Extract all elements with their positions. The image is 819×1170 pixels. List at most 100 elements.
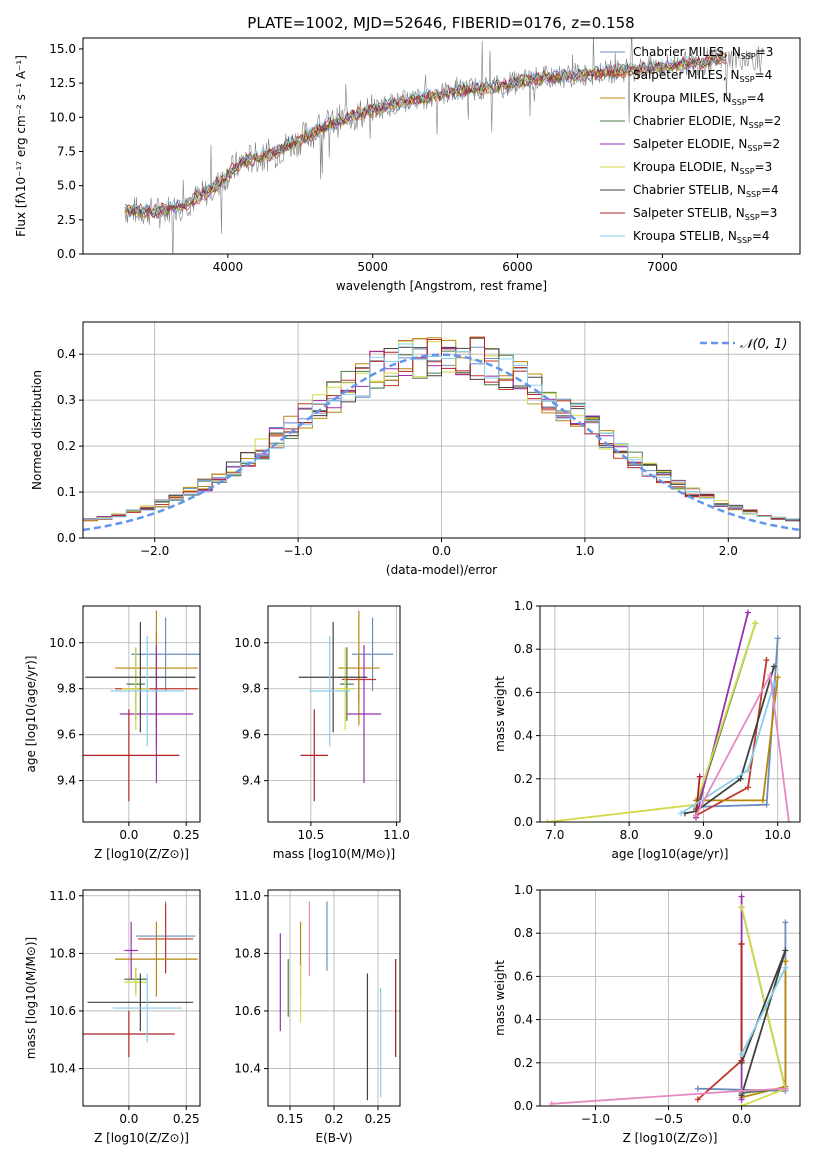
weight-marker: [763, 657, 770, 663]
y-tick-label: 5.0: [57, 179, 76, 193]
x-axis-label: E(B-V): [315, 1131, 352, 1145]
legend-entry: Kroupa STELIB, NSSP=4: [633, 229, 770, 245]
y-tick-label: 1.0: [514, 883, 533, 897]
errorbar-point: [300, 709, 328, 802]
errorbar-point: [110, 635, 184, 747]
x-tick-label: 10.5: [297, 828, 324, 842]
x-tick-label: 0.25: [173, 828, 200, 842]
weight-marker: [785, 819, 792, 822]
errorbar-point: [83, 709, 180, 802]
y-axis-label: mass [log10(M/M⊙)]: [24, 937, 38, 1059]
y-tick-label: 11.0: [234, 889, 261, 903]
x-tick-label: 4000: [213, 260, 244, 274]
plot-area: [268, 890, 400, 1106]
errorbar-point: [124, 921, 139, 980]
axes-frame: [539, 889, 801, 1107]
panel-age-vs-mass: 10.5 11.0 9.4 9.6 9.8 10.0 mass [log10(M/M⊙)]: [234, 605, 410, 861]
x-tick-label: 0.0: [119, 1112, 138, 1126]
weight-line: [740, 950, 787, 1096]
weight-marker: [678, 810, 685, 817]
weight-marker: [767, 672, 774, 679]
data-spectrum: [124, 38, 765, 254]
panel-mass-weight-vs-age: 7.0 8.0 9.0 10.0 0.0 0.2 0.4 0.6 0.8 1.0 age [log1…: [493, 599, 801, 861]
x-axis-label: wavelength [Angstrom, rest frame]: [336, 279, 547, 293]
weight-marker: [738, 1103, 745, 1106]
x-tick-label: 0.0: [119, 828, 138, 842]
legend-entry: Kroupa MILES, NSSP=4: [633, 91, 764, 107]
errorbar-point: [87, 973, 194, 1032]
errorbar-point: [138, 904, 194, 974]
weight-marker: [745, 784, 751, 791]
y-tick-label: 0.2: [514, 772, 533, 786]
y-tick-label: 0.0: [57, 531, 76, 545]
weight-line: [695, 659, 768, 817]
weight-marker: [752, 620, 759, 627]
y-tick-label: 0.0: [514, 1099, 533, 1113]
y-tick-label: 10.4: [234, 1062, 261, 1076]
y-tick-label: 2.5: [57, 213, 76, 227]
weight-marker: [694, 1096, 701, 1103]
weight-line: [740, 967, 787, 1055]
x-tick-label: 10.0: [764, 828, 791, 842]
weight-marker: [774, 635, 781, 642]
plot-area: [83, 606, 200, 822]
weight-marker: [782, 947, 789, 954]
weight-line: [697, 944, 743, 1101]
panel-mass-weight-vs-Z: −1.0 −0.5 0.0 0.0 0.2 0.4 0.6 0.8 1.0 Z [log10(Z/…: [493, 883, 801, 1145]
plot-area: [83, 322, 800, 538]
errorbar-point: [309, 635, 351, 747]
x-tick-label: 9.0: [694, 828, 713, 842]
x-tick-label: −0.5: [654, 1112, 683, 1126]
axes-frame: [539, 605, 801, 823]
errorbar-point: [346, 645, 382, 783]
y-tick-label: 0.4: [514, 729, 533, 743]
y-tick-label: 10.0: [234, 636, 261, 650]
axes-frame: [82, 605, 201, 823]
y-tick-label: 10.6: [49, 1004, 76, 1018]
legend-entry: Chabrier ELODIE, NSSP=2: [633, 114, 781, 130]
weight-marker: [782, 958, 789, 965]
y-tick-label: 9.6: [242, 728, 261, 742]
y-tick-label: 9.4: [57, 774, 76, 788]
x-tick-label: 0.2: [324, 1112, 343, 1126]
y-tick-label: 10.8: [49, 946, 76, 960]
weight-marker: [738, 1087, 745, 1094]
y-tick-label: 0.2: [57, 439, 76, 453]
x-tick-label: 1.0: [575, 544, 594, 558]
panel-age-vs-Z: 0.0 0.25 9.4 9.6 9.8 10.0 Z [log10(Z/Z⊙)] age […: [24, 605, 201, 861]
figure-title: PLATE=1002, MJD=52646, FIBERID=0176, z=0…: [247, 14, 634, 32]
x-tick-label: 0.0: [432, 544, 451, 558]
x-axis-label: Z [log10(Z/Z⊙)]: [623, 1131, 718, 1145]
errorbar-point: [298, 622, 368, 733]
errorbar-point: [336, 647, 354, 731]
weight-marker: [696, 773, 703, 780]
plot-area: [540, 606, 800, 822]
axes-frame: [82, 37, 801, 255]
y-tick-label: 10.6: [234, 1004, 261, 1018]
axes-frame: [267, 889, 401, 1107]
panel-spectrum: 4000 5000 6000 7000 0.0 2.5 5.0 7.5 10.0 12.5 15.0…: [14, 37, 801, 293]
gaussian-curve: [83, 353, 800, 532]
weight-marker: [738, 1057, 745, 1064]
x-tick-label: 0.25: [173, 1112, 200, 1126]
x-axis-label: Z [log10(Z/Z⊙)]: [94, 1131, 189, 1145]
panel-mass-vs-EBV: 0.15 0.2 0.25 10.4 10.6 10.8 11.0 E(B-V): [234, 889, 401, 1145]
x-tick-label: −1.0: [581, 1112, 610, 1126]
errorbar-point: [340, 647, 354, 721]
errorbar-point: [83, 1010, 175, 1058]
legend-entry: Salpeter ELODIE, NSSP=2: [633, 137, 780, 153]
plot-area: [540, 890, 800, 1106]
x-axis-label: Z [log10(Z/Z⊙)]: [94, 847, 189, 861]
x-tick-label: 5000: [357, 260, 388, 274]
y-axis-label: Flux [fλ10⁻¹⁷ erg cm⁻² s⁻¹ A⁻¹]: [14, 55, 28, 237]
plot-area: [268, 606, 400, 822]
weight-marker: [782, 964, 789, 971]
errorbar-point: [115, 921, 198, 997]
y-axis-label: mass weight: [493, 676, 507, 752]
legend-entry: 𝒩(0, 1): [740, 337, 787, 352]
weight-marker: [693, 812, 699, 819]
weight-marker: [759, 797, 766, 804]
errorbar-point: [112, 973, 182, 1043]
y-tick-label: 9.8: [242, 682, 261, 696]
